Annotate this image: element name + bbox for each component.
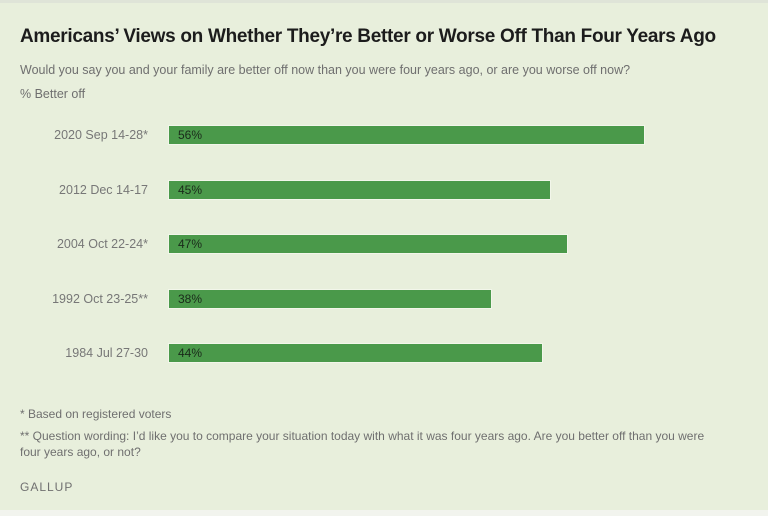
bar [168,125,646,145]
footnote-question-wording: ** Question wording: I’d like you to com… [20,429,705,459]
bar [168,288,492,309]
bar [168,179,552,200]
data-label: 38% [178,291,203,306]
data-label: 47% [178,237,203,251]
chart-subtitle: Would you say you and your family are be… [20,63,631,77]
footnote-registered-voters: * Based on registered voters [20,407,172,421]
unit-label: % Better off [20,87,86,101]
category-label: 1992 Oct 23-25** [52,291,148,306]
data-label: 44% [178,346,203,360]
category-label: 2004 Oct 22-24* [56,237,148,251]
bar [168,343,543,363]
category-label: 2012 Dec 14-17 [59,182,148,197]
category-label: 2020 Sep 14-28* [54,128,148,142]
bar [168,234,569,254]
bottom-border [0,510,768,516]
gallup-logo: GALLUP [20,480,74,494]
top-border [0,0,768,3]
chart-title: Americans’ Views on Whether They’re Bett… [20,26,716,47]
data-label: 56% [178,128,203,142]
data-label: 45% [178,182,203,197]
category-label: 1984 Jul 27-30 [65,346,148,360]
